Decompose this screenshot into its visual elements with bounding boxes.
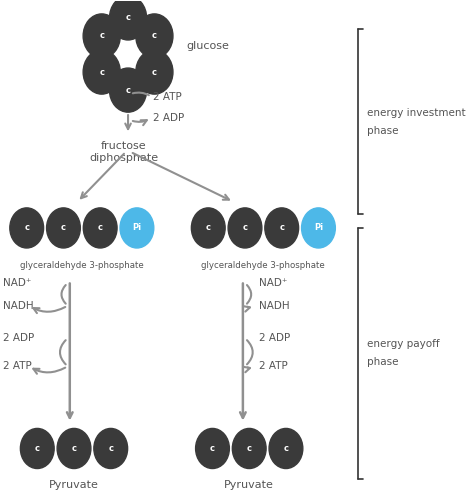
Text: c: c <box>243 223 247 232</box>
Circle shape <box>301 208 335 248</box>
Text: c: c <box>126 86 130 95</box>
Text: glucose: glucose <box>186 41 229 51</box>
Circle shape <box>191 208 225 248</box>
Circle shape <box>10 208 44 248</box>
Text: NADH: NADH <box>259 300 290 310</box>
Circle shape <box>109 0 146 40</box>
Text: glyceraldehyde 3-phosphate: glyceraldehyde 3-phosphate <box>20 261 144 270</box>
Text: c: c <box>283 444 289 453</box>
Circle shape <box>232 428 266 469</box>
Text: c: c <box>24 223 29 232</box>
Circle shape <box>265 208 299 248</box>
Text: c: c <box>210 444 215 453</box>
Text: c: c <box>72 444 76 453</box>
Text: c: c <box>152 31 157 40</box>
Text: phase: phase <box>366 357 398 367</box>
Text: glyceraldehyde 3-phosphate: glyceraldehyde 3-phosphate <box>201 261 325 270</box>
Text: 2 ATP: 2 ATP <box>3 361 32 371</box>
Circle shape <box>109 68 146 112</box>
Text: c: c <box>35 444 40 453</box>
Text: NAD⁺: NAD⁺ <box>3 278 32 288</box>
Text: c: c <box>99 68 104 77</box>
Text: c: c <box>279 223 284 232</box>
Circle shape <box>83 208 117 248</box>
Circle shape <box>136 14 173 58</box>
Circle shape <box>20 428 54 469</box>
Text: Pi: Pi <box>132 223 141 232</box>
Circle shape <box>94 428 128 469</box>
Text: NAD⁺: NAD⁺ <box>259 278 287 288</box>
Circle shape <box>57 428 91 469</box>
Text: c: c <box>98 223 103 232</box>
Text: 2 ADP: 2 ADP <box>259 333 290 343</box>
Text: fructose
diphosphate: fructose diphosphate <box>89 141 158 163</box>
Circle shape <box>120 208 154 248</box>
Text: NADH: NADH <box>3 300 34 310</box>
Text: c: c <box>152 68 157 77</box>
Text: energy payoff: energy payoff <box>366 339 439 349</box>
Text: c: c <box>99 31 104 40</box>
Circle shape <box>46 208 80 248</box>
Text: 2 ADP: 2 ADP <box>3 333 35 343</box>
Text: 2 ATP: 2 ATP <box>259 361 288 371</box>
Circle shape <box>136 50 173 94</box>
Text: Pyruvate: Pyruvate <box>49 479 99 489</box>
Text: 2 ATP: 2 ATP <box>154 92 182 102</box>
Text: Pi: Pi <box>314 223 323 232</box>
Circle shape <box>196 428 229 469</box>
Circle shape <box>83 14 120 58</box>
Text: energy investment: energy investment <box>366 108 465 117</box>
Text: c: c <box>206 223 211 232</box>
Text: c: c <box>108 444 113 453</box>
Text: phase: phase <box>366 125 398 136</box>
Text: c: c <box>126 14 130 23</box>
Text: Pyruvate: Pyruvate <box>224 479 274 489</box>
Circle shape <box>269 428 303 469</box>
Text: c: c <box>61 223 66 232</box>
Circle shape <box>228 208 262 248</box>
Text: 2 ADP: 2 ADP <box>154 113 185 122</box>
Text: c: c <box>246 444 252 453</box>
Circle shape <box>83 50 120 94</box>
